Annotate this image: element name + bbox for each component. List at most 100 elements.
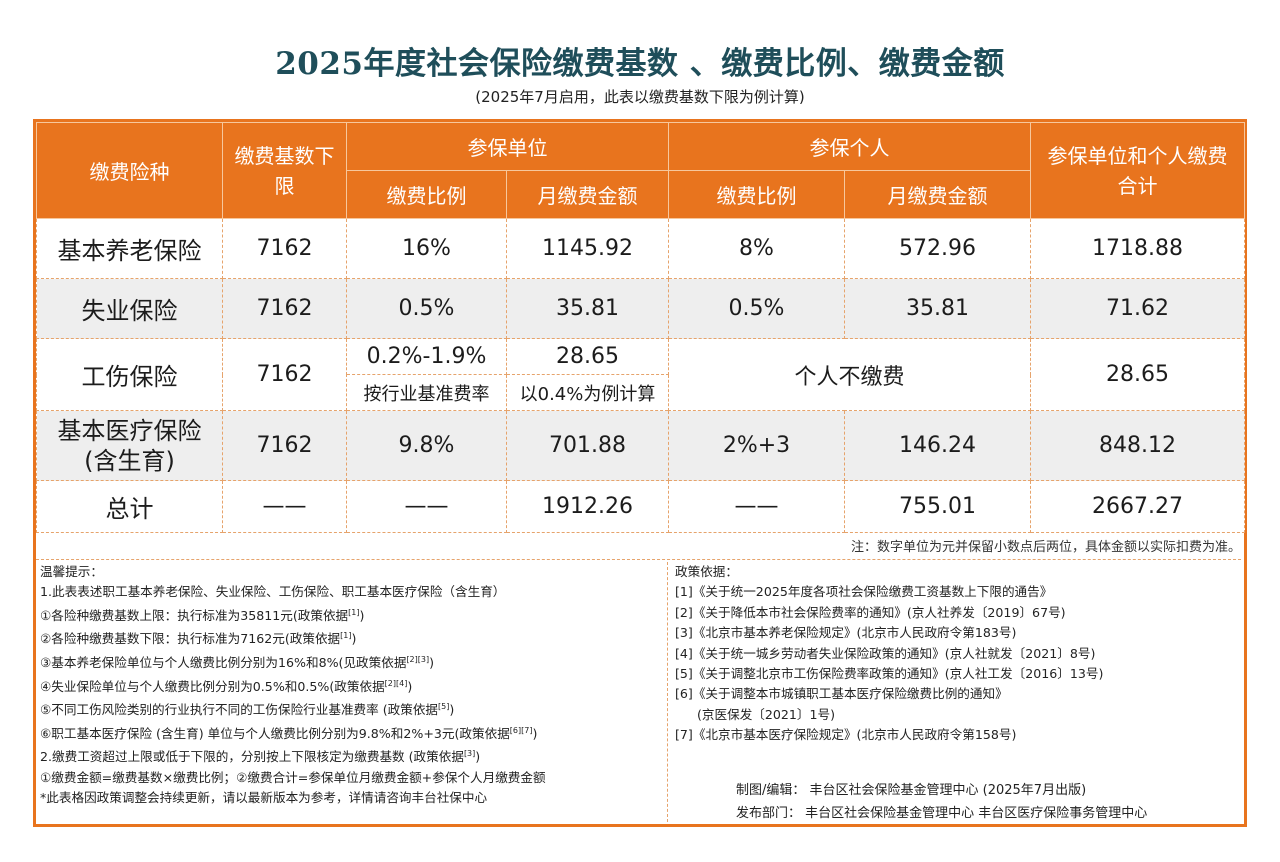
tips-text: ): [449, 702, 455, 718]
header-person-group: 参保个人: [668, 122, 1031, 171]
row-name: 基本养老保险: [36, 218, 223, 279]
row-unit-rate-note: 按行业基准费率: [346, 374, 507, 411]
policy-item: [4]《关于统一城乡劳动者失业保险政策的通知》(京人社就发〔2021〕8号): [675, 645, 1096, 661]
tips-ref: [1]: [348, 607, 360, 617]
row-person-amount: 755.01: [844, 480, 1031, 533]
tips-text: ③基本养老保险单位与个人缴费比例分别为16%和8%(见政策依据: [40, 655, 407, 671]
row-unit-amount: 701.88: [506, 410, 669, 481]
policy-item: [1]《关于统一2025年度各项社会保险缴费工资基数上下限的通告》: [675, 584, 1053, 600]
header-base-lower-text: 缴费基数下限: [234, 143, 335, 198]
row-person-rate: 8%: [668, 218, 845, 279]
row-name: 总计: [36, 480, 223, 533]
tips-text: ): [351, 631, 357, 647]
header-base-lower: 缴费基数下限: [222, 122, 347, 219]
table-note: 注：数字单位为元并保留小数点后两位，具体金额以实际扣费为准。: [36, 537, 1241, 560]
tips-text: ): [359, 608, 365, 623]
row-unit-amount: 1912.26: [506, 480, 669, 533]
insurance-table: 缴费险种 缴费基数下限 参保单位 参保个人 参保单位和个人缴费合计 缴费比例 月…: [36, 122, 1245, 533]
row-total: 848.12: [1030, 410, 1245, 481]
table-row: 基本医疗保险 (含生育) 7162 9.8% 701.88 2%+3 146.2…: [36, 410, 1245, 481]
tips-ref: [1]: [340, 631, 352, 641]
tips-line: ①各险种缴费基数上限：执行标准为35811元(政策依据[1]): [40, 603, 660, 627]
tips-line: ①缴费金额=缴费基数×缴费比例；②缴费合计=参保单位月缴费金额+参保个人月缴费金…: [40, 769, 546, 785]
policy-section: 政策依据： [1]《关于统一2025年度各项社会保险缴费工资基数上下限的通告》 …: [675, 562, 1235, 746]
tips-line: ④失业保险单位与个人缴费比例分别为0.5%和0.5%(政策依据[2][4]): [40, 674, 660, 698]
tips-ref: [6][7]: [509, 725, 533, 735]
row-person-rate: ——: [668, 480, 845, 533]
tips-line: ⑤不同工伤风险类别的行业执行不同的工伤保险行业基准费率 (政策依据[5]): [40, 697, 660, 721]
tips-text: ⑥职工基本医疗保险 (含生育) 单位与个人缴费比例分别为9.8%和2%+3元(政…: [40, 725, 510, 741]
tips-text: ): [475, 749, 481, 765]
tips-ref: [5]: [438, 702, 450, 712]
tips-text: ②各险种缴费基数下限：执行标准为7162元(政策依据: [40, 631, 341, 647]
row-unit-amount: 28.65: [506, 338, 669, 375]
row-base: 7162: [222, 278, 347, 339]
tips-line: *此表格因政策调整会持续更新，请以最新版本为参考，详情请咨询丰台社保中心: [40, 790, 488, 806]
row-person-merged: 个人不缴费: [668, 338, 1031, 411]
row-unit-rate: 0.2%-1.9%: [346, 338, 507, 375]
tips-line: ⑥职工基本医疗保险 (含生育) 单位与个人缴费比例分别为9.8%和2%+3元(政…: [40, 721, 660, 745]
tips-text: ): [429, 655, 435, 671]
table-row: 基本养老保险 7162 16% 1145.92 8% 572.96 1718.8…: [36, 218, 1245, 279]
header-total-text: 参保单位和个人缴费合计: [1047, 143, 1228, 198]
credit-editor: 制图/编辑： 丰台区社会保险基金管理中心 (2025年7月出版): [736, 783, 1087, 798]
header-person-monthly: 月缴费金额: [844, 170, 1031, 219]
row-person-amount: 35.81: [844, 278, 1031, 339]
row-unit-amount: 35.81: [506, 278, 669, 339]
tips-text: ): [532, 725, 538, 741]
policy-title: 政策依据：: [675, 564, 738, 579]
tips-line: ③基本养老保险单位与个人缴费比例分别为16%和8%(见政策依据[2][3]): [40, 650, 660, 674]
tips-line: 1.此表表述职工基本养老保险、失业保险、工伤保险、职工基本医疗保险（含生育）: [40, 584, 506, 600]
row-base: ——: [222, 480, 347, 533]
tips-line: ②各险种缴费基数下限：执行标准为7162元(政策依据[1]): [40, 626, 660, 650]
row-name: 工伤保险: [36, 338, 223, 411]
row-person-amount: 572.96: [844, 218, 1031, 279]
row-unit-rate: 16%: [346, 218, 507, 279]
header-person-rate: 缴费比例: [668, 170, 845, 219]
policy-item: [2]《关于降低本市社会保险费率的通知》(京人社养发〔2019〕67号): [675, 604, 1066, 620]
header-unit-rate: 缴费比例: [346, 170, 507, 219]
policy-item: [6]《关于调整本市城镇职工基本医疗保险缴费比例的通知》: [675, 686, 1008, 702]
page-subtitle: (2025年7月启用，此表以缴费基数下限为例计算): [475, 88, 805, 106]
row-unit-rate: 0.5%: [346, 278, 507, 339]
row-base: 7162: [222, 338, 347, 411]
tips-ref: [3]: [463, 749, 476, 759]
row-total: 28.65: [1030, 338, 1245, 411]
tips-section: 温馨提示： 1.此表表述职工基本养老保险、失业保险、工伤保险、职工基本医疗保险（…: [40, 562, 660, 809]
table-row: 失业保险 7162 0.5% 35.81 0.5% 35.81 71.62: [36, 278, 1245, 339]
row-unit-amount-note: 以0.4%为例计算: [506, 374, 669, 411]
policy-item: [7]《北京市基本医疗保险规定》(北京市人民政府令第158号): [675, 727, 1017, 743]
row-name-line1: 基本医疗保险: [57, 416, 202, 445]
table-row: 按行业基准费率 以0.4%为例计算: [37, 374, 1245, 411]
table-row: 总计 —— —— 1912.26 —— 755.01 2667.27: [36, 480, 1245, 533]
tips-title: 温馨提示：: [40, 564, 103, 579]
tips-line: 2.缴费工资超过上限或低于下限的，分别按上下限核定为缴费基数 (政策依据[3]): [40, 744, 660, 768]
row-base: 7162: [222, 218, 347, 279]
tips-text: ①各险种缴费基数上限：执行标准为35811元(政策依据: [40, 608, 349, 623]
policy-item: (京医保发〔2021〕1号): [697, 706, 836, 722]
header-type: 缴费险种: [36, 122, 223, 219]
row-name: 基本医疗保险 (含生育): [36, 410, 223, 481]
row-unit-rate: ——: [346, 480, 507, 533]
tips-text: 2.缴费工资超过上限或低于下限的，分别按上下限核定为缴费基数 (政策依据: [40, 749, 464, 765]
row-name: 失业保险: [36, 278, 223, 339]
row-unit-amount: 1145.92: [506, 218, 669, 279]
tips-text: ④失业保险单位与个人缴费比例分别为0.5%和0.5%(政策依据: [40, 678, 385, 694]
section-divider: [667, 562, 668, 822]
row-total: 2667.27: [1030, 480, 1245, 533]
row-person-amount: 146.24: [844, 410, 1031, 481]
header-unit-monthly: 月缴费金额: [506, 170, 669, 219]
policy-item: [3]《北京市基本养老保险规定》(北京市人民政府令第183号): [675, 625, 1017, 641]
policy-item: [5]《关于调整北京市工伤保险费率政策的通知》(京人社工发〔2016〕13号): [675, 666, 1104, 682]
row-name-line2: (含生育): [84, 446, 175, 475]
row-base: 7162: [222, 410, 347, 481]
row-unit-rate: 9.8%: [346, 410, 507, 481]
tips-ref: [2][3]: [406, 655, 430, 664]
table-row: 工伤保险 7162 0.2%-1.9% 28.65 个人不缴费 28.65: [36, 338, 1245, 411]
row-person-rate: 0.5%: [668, 278, 845, 339]
row-person-rate: 2%+3: [668, 410, 845, 481]
header-total: 参保单位和个人缴费合计: [1030, 122, 1245, 219]
credit-publisher: 发布部门： 丰台区社会保险基金管理中心 丰台区医疗保险事务管理中心: [736, 806, 1148, 821]
tips-ref: [2][4]: [384, 678, 408, 688]
